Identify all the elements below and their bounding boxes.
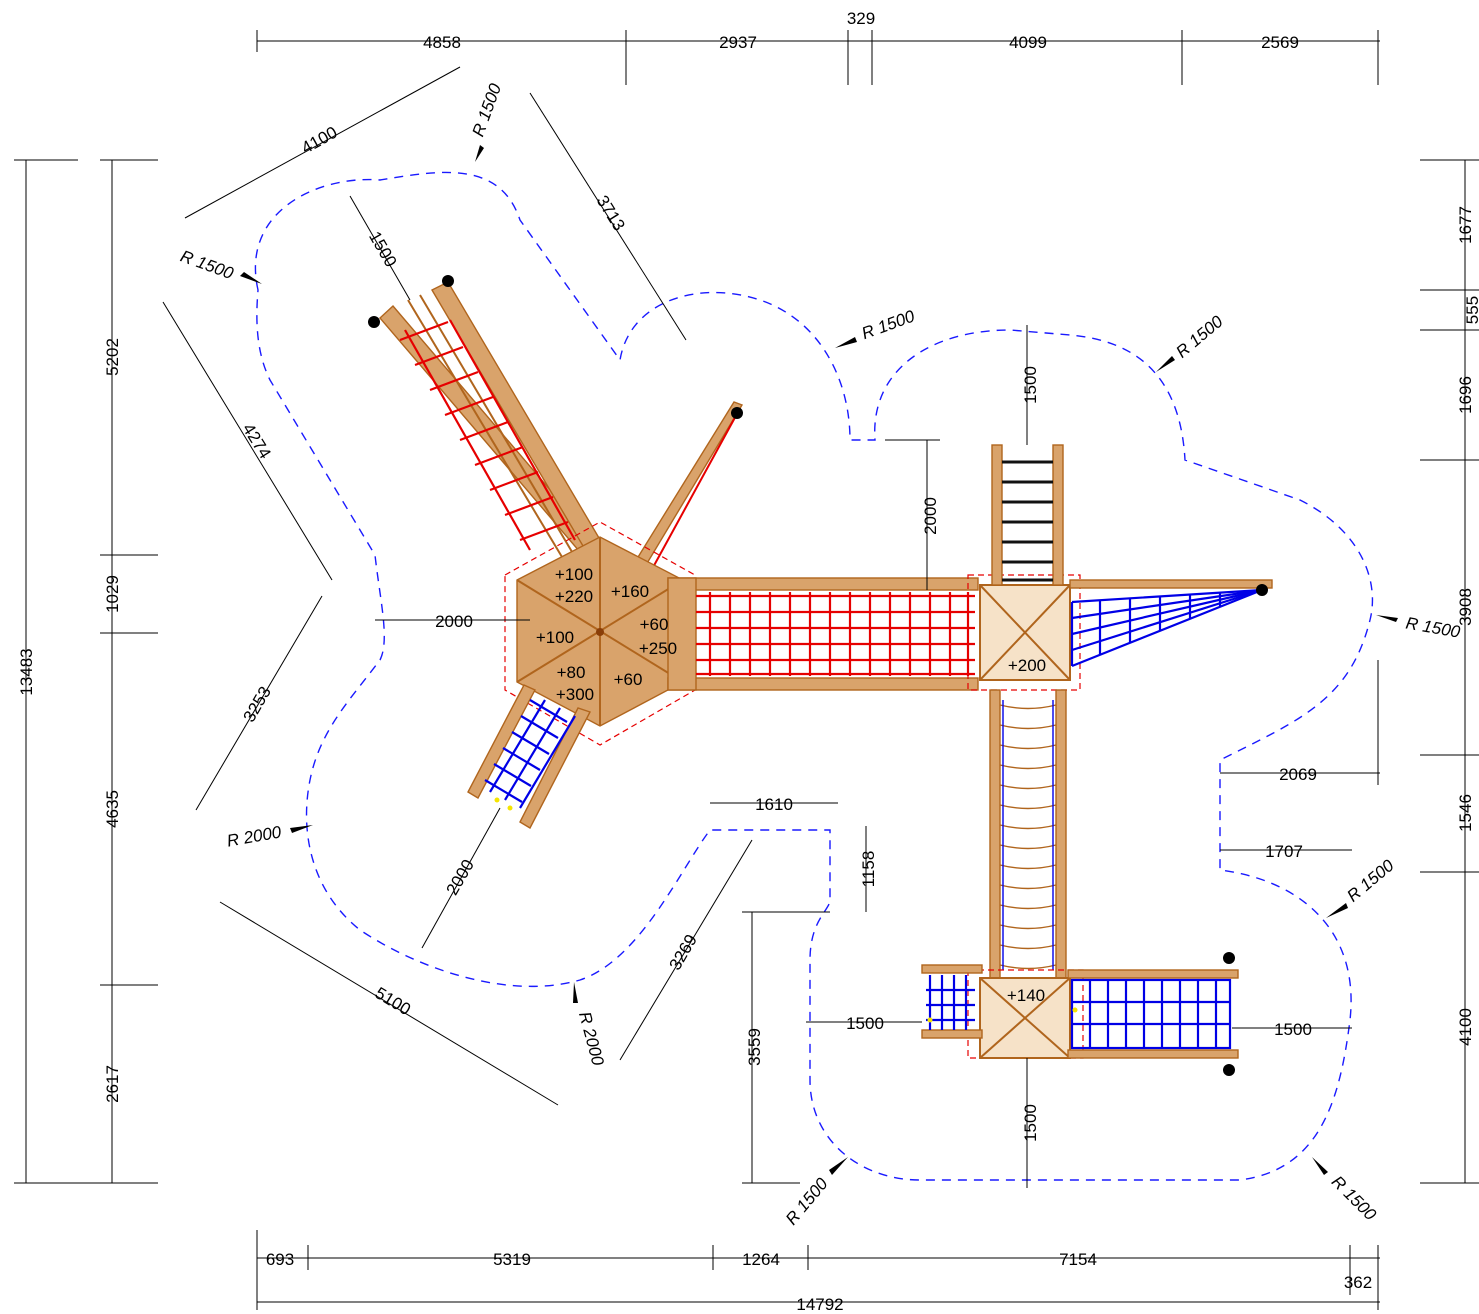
dim-right-1: 1677 xyxy=(1456,206,1475,244)
height-label-4: +100 xyxy=(536,628,574,647)
dim-top-5: 2569 xyxy=(1261,33,1299,52)
dim-right-4: 3908 xyxy=(1456,588,1475,626)
radius-label-3: R 1500 xyxy=(859,306,918,343)
radius-label-7: R 1500 xyxy=(1328,1172,1381,1225)
dim-bottom-4: 7154 xyxy=(1059,1250,1097,1269)
dim-int-6: 1610 xyxy=(755,795,793,814)
square-tower-upper xyxy=(967,574,1081,691)
dim-top-3: 329 xyxy=(847,9,875,28)
height-label-3: +160 xyxy=(611,582,649,601)
height-labels: +100 +220 +160 +100 +60 +250 +80 +300 +6… xyxy=(536,565,1046,1005)
dim-bottom-3: 1264 xyxy=(742,1250,780,1269)
height-label-8: +300 xyxy=(556,685,594,704)
dim-int-1: 2000 xyxy=(435,612,473,631)
dim-right-2: 555 xyxy=(1463,296,1479,324)
height-label-11: +140 xyxy=(1007,986,1045,1005)
dim-diag-7: 3269 xyxy=(666,931,701,973)
dimension-lines xyxy=(14,30,1479,1310)
radius-label-6: R 1500 xyxy=(1343,856,1398,906)
safety-zone-outline xyxy=(254,171,1374,1181)
dim-diag-5: 3253 xyxy=(240,683,275,725)
dim-int-3: 1500 xyxy=(1021,366,1040,404)
dim-int-8: 3559 xyxy=(745,1028,764,1066)
height-label-10: +200 xyxy=(1008,656,1046,675)
blue-triangle-net xyxy=(1069,579,1273,668)
dim-int-2: 2000 xyxy=(921,497,940,535)
dim-right-6: 4100 xyxy=(1456,1008,1475,1046)
blue-net-lower-right xyxy=(1067,952,1239,1076)
radius-label-4: R 1500 xyxy=(1172,312,1227,362)
blue-climbing-net-lower-left xyxy=(467,684,591,829)
dim-top-4: 4099 xyxy=(1009,33,1047,52)
dim-left-total: 13483 xyxy=(17,648,36,695)
radius-label-5: R 1500 xyxy=(1404,613,1462,641)
dim-int-9: 1500 xyxy=(846,1014,884,1033)
radius-labels: R 1500 R 1500 R 1500 R 1500 R 1500 R 150… xyxy=(178,81,1462,1229)
square-tower-lower xyxy=(967,969,1084,1059)
dim-left-4: 2617 xyxy=(103,1065,122,1103)
dim-left-3: 4635 xyxy=(103,790,122,828)
dim-diag-6: 5100 xyxy=(372,983,414,1019)
dimension-labels: 4858 2937 329 4099 2569 693 5319 1264 71… xyxy=(17,9,1479,1314)
dim-bottom-5: 362 xyxy=(1344,1273,1372,1292)
height-label-1: +100 xyxy=(555,565,593,584)
radius-label-1: R 1500 xyxy=(469,81,506,140)
dim-int-11: 1500 xyxy=(1021,1104,1040,1142)
dim-int-10: 1500 xyxy=(1274,1020,1312,1039)
dim-bottom-2: 5319 xyxy=(493,1250,531,1269)
dim-left-1: 5202 xyxy=(103,338,122,376)
radius-label-10: R 2000 xyxy=(575,1010,608,1068)
dim-right-5: 1546 xyxy=(1456,794,1475,832)
dim-top-2: 2937 xyxy=(719,33,757,52)
dim-diag-3: 1500 xyxy=(365,228,400,270)
radius-markers xyxy=(240,145,1398,1175)
radius-label-9: R 2000 xyxy=(225,822,283,850)
height-label-9: +60 xyxy=(614,670,643,689)
rope-pole xyxy=(629,401,744,583)
wooden-plank-bridge xyxy=(989,689,1067,981)
climbing-ladder-red xyxy=(368,275,613,574)
radius-label-8: R 1500 xyxy=(782,1174,832,1229)
dim-int-4: 2069 xyxy=(1279,765,1317,784)
black-ladder xyxy=(991,444,1064,586)
dim-int-7: 1158 xyxy=(859,851,878,888)
red-net-bridge xyxy=(667,577,979,691)
dim-right-3: 1696 xyxy=(1456,376,1475,414)
dim-diag-1: 4100 xyxy=(298,123,340,158)
dim-left-2: 1029 xyxy=(103,575,122,613)
dim-bottom-1: 693 xyxy=(266,1250,294,1269)
dim-top-1: 4858 xyxy=(423,33,461,52)
radius-label-2: R 1500 xyxy=(178,247,237,284)
height-label-5: +60 xyxy=(640,615,669,634)
dim-diag-4: 4274 xyxy=(239,420,275,462)
dim-diag-2: 3713 xyxy=(593,192,629,234)
dim-diag-8: 2000 xyxy=(443,856,478,898)
dim-bottom-total: 14792 xyxy=(796,1295,843,1314)
height-label-2: +220 xyxy=(555,587,593,606)
dim-int-5: 1707 xyxy=(1265,842,1303,861)
blue-net-lower-small xyxy=(921,964,983,1039)
height-label-7: +80 xyxy=(557,663,586,682)
height-label-6: +250 xyxy=(639,639,677,658)
